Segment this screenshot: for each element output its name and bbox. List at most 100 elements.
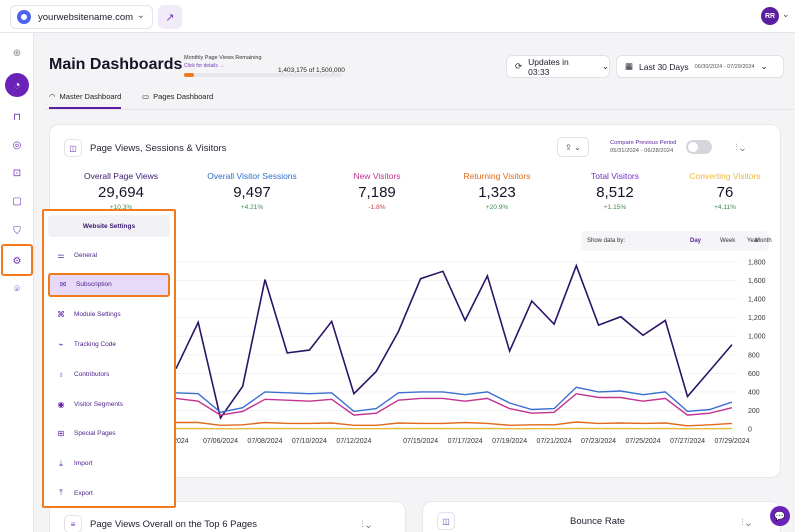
- metric-change: +20.9%: [485, 204, 509, 211]
- metric-label: Overall Page Views: [83, 171, 159, 181]
- date-range-value: 06/30/2024 - 07/29/2024: [694, 63, 755, 70]
- export-button[interactable]: ⇪ ⌄: [557, 137, 589, 157]
- updates-label: Updates in 03:33: [528, 56, 569, 77]
- quota-label: Monthly Page Views Remaining: [184, 55, 262, 61]
- metric-3[interactable]: Returning Visitors 1,323 +20.9%: [442, 171, 552, 211]
- chart-icon: ◫: [64, 139, 82, 157]
- quota-value: 1,403,175 of 1,500,000: [278, 67, 345, 74]
- metric-4[interactable]: Total Visitors 8,512 +1.15%: [560, 171, 670, 211]
- chat-icon[interactable]: ▢: [12, 195, 22, 207]
- menu-item-label: Export: [74, 489, 93, 497]
- x-tick-label: 07/21/2024: [537, 438, 572, 445]
- shield-icon[interactable]: ⛉: [13, 225, 21, 237]
- bounce-icon: ◫: [437, 512, 455, 530]
- quota-details-link[interactable]: Click for details →: [184, 63, 225, 69]
- x-tick-label: 07/29/2024: [714, 438, 749, 445]
- chevron-down-icon: ⌄: [601, 61, 609, 71]
- menu-item-module-settings[interactable]: ⌘ Module Settings: [48, 303, 170, 327]
- menu-item-label: Visitor Segments: [74, 400, 124, 408]
- website-selector[interactable]: yourwebsitename.com ⌄: [10, 5, 153, 29]
- dashboard-tabs: ◠ Master Dashboard ▭ Pages Dashboard: [45, 88, 795, 110]
- date-range-button[interactable]: ▦ Last 30 Days 06/30/2024 - 07/29/2024 ⌄: [616, 55, 784, 78]
- menu-item-contributors[interactable]: ♁ Contributors: [48, 362, 170, 386]
- metric-change: +4.11%: [714, 204, 736, 211]
- show-data-by: Show data by: Day Week Month: [581, 231, 772, 251]
- bounce-settings-button[interactable]: ⫶ ⌄: [741, 516, 751, 527]
- menu-item-visitor-segments[interactable]: ◉ Visitor Segments: [48, 392, 170, 416]
- x-tick-label: 07/06/2024: [203, 438, 238, 445]
- metric-1[interactable]: Overall Visitor Sessions 9,497 +4.21%: [197, 171, 307, 211]
- metric-change: +10.3%: [109, 204, 133, 211]
- compare-toggle[interactable]: [686, 140, 712, 154]
- menu-item-icon: ◉: [57, 399, 65, 409]
- menu-item-general[interactable]: ⚌ General: [48, 243, 170, 267]
- account-chevron-icon[interactable]: ⌄: [782, 9, 790, 19]
- chat-button[interactable]: 💬: [770, 506, 790, 526]
- menu-item-icon: ✉: [59, 280, 67, 290]
- layers-icon: ≡: [64, 515, 82, 532]
- x-tick-label: 07/19/2024: [492, 438, 527, 445]
- metric-label: Converting Visitors: [689, 171, 761, 181]
- option-year[interactable]: Year: [747, 238, 760, 244]
- menu-item-label: Special Pages: [74, 430, 116, 438]
- metric-change: +1.15%: [603, 204, 627, 211]
- x-tick-label: 07/15/2024: [403, 438, 438, 445]
- x-tick-label: 07/08/2024: [247, 438, 282, 445]
- metric-0[interactable]: Overall Page Views 29,694 +10.3%: [66, 171, 176, 211]
- line-chart: 1,800 1,600 1,400 1,200 1,000 800 600 400 200 0 04…: [163, 260, 766, 446]
- metric-5[interactable]: Converting Visitors 76 +4.11%: [670, 171, 780, 211]
- chevron-down-icon: ⌄: [136, 10, 145, 21]
- map-pin-icon[interactable]: ⌾: [14, 283, 20, 295]
- top-bar: yourwebsitename.com ⌄ ↗ RR ⌄: [0, 0, 795, 33]
- option-day[interactable]: Day: [690, 238, 702, 244]
- metric-label: Total Visitors: [590, 171, 640, 181]
- menu-item-subscription[interactable]: ✉ Subscription: [48, 272, 170, 297]
- show-data-label: Show data by:: [587, 238, 626, 244]
- bag-icon[interactable]: ⊓: [13, 111, 21, 123]
- y-tick-label: 1,600: [748, 278, 766, 285]
- x-tick-label: 07/10/2024: [292, 438, 327, 445]
- external-link-icon: ↗: [165, 11, 175, 24]
- fingerprint-icon[interactable]: ◎: [12, 139, 22, 151]
- gear-icon[interactable]: ⚙: [12, 255, 22, 267]
- quota-progress-bar: [184, 73, 342, 77]
- gauge-icon: ◠: [49, 92, 56, 101]
- website-logo-icon: [17, 10, 31, 24]
- compass-icon[interactable]: ⊕: [12, 47, 22, 59]
- metric-label: Overall Visitor Sessions: [207, 171, 297, 181]
- option-month[interactable]: Month: [755, 238, 772, 244]
- metric-change: +4.21%: [240, 204, 264, 211]
- scan-icon[interactable]: ⊡: [12, 167, 22, 179]
- open-website-button[interactable]: ↗: [158, 5, 182, 29]
- chart-settings-button[interactable]: ⫶ ⌄: [735, 141, 745, 152]
- menu-item-special-pages[interactable]: ⊞ Special Pages: [48, 422, 170, 446]
- updates-timer-button[interactable]: ⟳ Updates in 03:33 ⌄: [506, 55, 610, 78]
- avatar[interactable]: RR: [761, 7, 779, 25]
- bounce-rate-card: ◫ Bounce Rate ⫶ ⌄: [422, 501, 781, 532]
- page-views-quota: Monthly Page Views Remaining 1,403,175 o…: [184, 55, 345, 77]
- x-tick-label: 07/17/2024: [448, 438, 483, 445]
- tab-master-dashboard[interactable]: ◠ Master Dashboard: [49, 92, 122, 109]
- sidebar: ⊕ ◔ ⊓ ◎ ⊡ ▢ ⛉ ⚙ ⌾: [0, 33, 34, 532]
- menu-item-tracking-code[interactable]: ⌁ Tracking Code: [48, 332, 170, 356]
- menu-item-icon: ♁: [58, 369, 64, 379]
- metric-change: -1.8%: [368, 204, 386, 211]
- date-label: Last 30 Days: [639, 61, 689, 72]
- series-line-2: [175, 392, 733, 416]
- menu-item-icon: ⌁: [58, 339, 64, 349]
- metric-2[interactable]: New Visitors 7,189 -1.8%: [322, 171, 432, 211]
- option-week[interactable]: Week: [720, 238, 736, 244]
- y-tick-label: 1,200: [748, 315, 766, 322]
- card-title: Page Views, Sessions & Visitors: [90, 143, 227, 154]
- menu-item-icon: ⚌: [57, 250, 65, 260]
- menu-item-import[interactable]: ⤓ Import: [48, 452, 170, 476]
- dashboard-icon[interactable]: ◔: [5, 73, 29, 97]
- y-tick-label: 1,800: [748, 260, 766, 267]
- pages-icon: ▭: [142, 92, 150, 101]
- menu-item-label: Tracking Code: [74, 340, 117, 348]
- tab-pages-dashboard[interactable]: ▭ Pages Dashboard: [142, 92, 213, 101]
- top-pages-settings-button[interactable]: ⫶ ⌄: [361, 518, 371, 529]
- menu-item-label: Contributors: [74, 370, 110, 378]
- menu-item-export[interactable]: ⤒ Export: [48, 481, 170, 505]
- compare-dates: 05/31/2024 - 06/28/2024: [610, 148, 674, 154]
